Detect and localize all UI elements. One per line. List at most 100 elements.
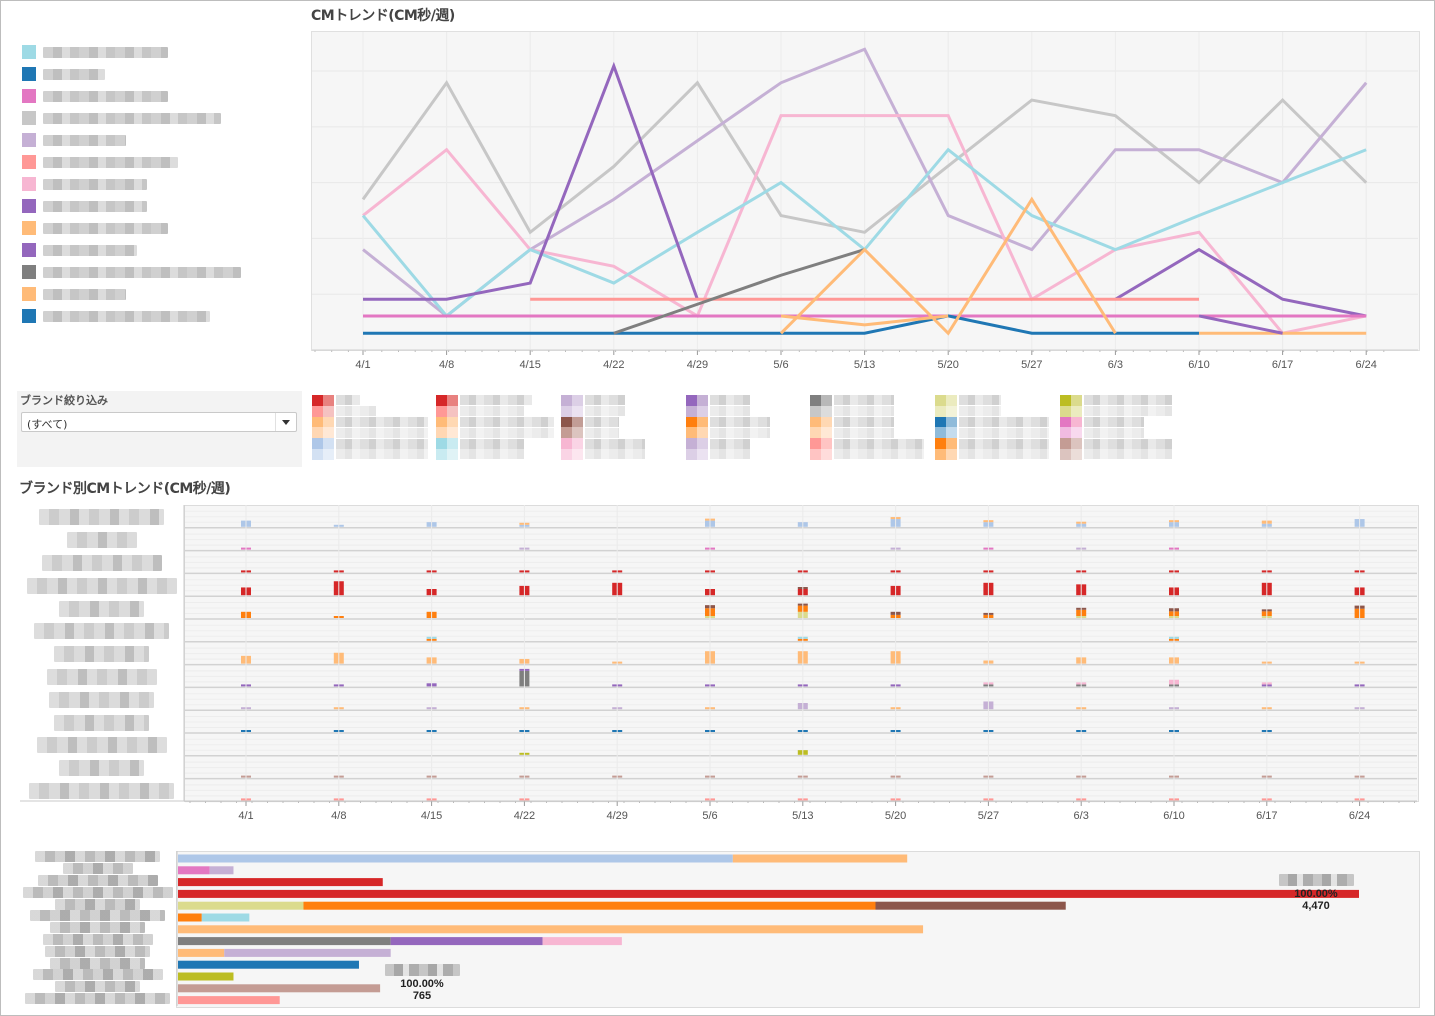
legend-item[interactable] bbox=[22, 195, 262, 217]
total-bar-segment[interactable] bbox=[178, 925, 924, 934]
line-series-light-gray[interactable] bbox=[361, 79, 1368, 235]
line-series-dark-gray[interactable] bbox=[613, 248, 866, 335]
line-series-purple-b[interactable] bbox=[1198, 314, 1283, 335]
brand-legend-item[interactable] bbox=[561, 448, 679, 460]
brand-swatch-light bbox=[1071, 394, 1082, 406]
total-bar-segment[interactable] bbox=[542, 937, 622, 946]
brand-swatch bbox=[686, 448, 697, 460]
brand-legend-item[interactable] bbox=[436, 448, 554, 460]
total-bar-segment[interactable] bbox=[178, 854, 733, 863]
brand-legend-item[interactable] bbox=[1060, 448, 1178, 460]
total-bar-segment[interactable] bbox=[178, 984, 381, 993]
brand-legend-item[interactable] bbox=[810, 405, 928, 417]
brand-legend-item[interactable] bbox=[935, 448, 1053, 460]
brand-filter-label: ブランド絞り込み bbox=[20, 394, 108, 407]
brand-legend-item[interactable] bbox=[686, 416, 804, 428]
brand-swatch bbox=[1060, 438, 1071, 450]
brand-legend-item[interactable] bbox=[686, 448, 804, 460]
brand-legend-item[interactable] bbox=[436, 427, 554, 439]
total-bar-segment[interactable] bbox=[178, 901, 304, 910]
total-bar-segment[interactable] bbox=[875, 901, 1066, 910]
line-series-light-orange-b[interactable] bbox=[780, 314, 949, 327]
brand-legend-item[interactable] bbox=[561, 405, 679, 417]
legend-item[interactable] bbox=[22, 305, 262, 327]
line-series-purple-a[interactable] bbox=[363, 61, 699, 301]
total-bar-segment[interactable] bbox=[224, 948, 391, 957]
brand-label-redacted bbox=[959, 395, 1001, 406]
legend-item[interactable] bbox=[22, 63, 262, 85]
brand-legend-item[interactable] bbox=[312, 448, 430, 460]
brand-legend-item[interactable] bbox=[935, 416, 1053, 428]
total-bar-segment[interactable] bbox=[178, 878, 383, 887]
total-bar-segment[interactable] bbox=[178, 996, 280, 1005]
legend-swatch bbox=[22, 45, 36, 59]
brand-filter-dropdown[interactable]: (すべて) bbox=[21, 412, 297, 432]
legend-item[interactable] bbox=[22, 217, 262, 239]
total-bar-segment[interactable] bbox=[178, 866, 210, 875]
brand-legend-item[interactable] bbox=[436, 394, 554, 406]
brand-legend-item[interactable] bbox=[1060, 394, 1178, 406]
brand-legend-item[interactable] bbox=[935, 405, 1053, 417]
brand-legend-item[interactable] bbox=[561, 416, 679, 428]
brand-legend-item[interactable] bbox=[312, 438, 430, 450]
brand-legend-item[interactable] bbox=[312, 405, 430, 417]
brand-legend-item[interactable] bbox=[810, 394, 928, 406]
brand-label-redacted bbox=[585, 406, 625, 417]
legend-item[interactable] bbox=[22, 107, 262, 129]
total-bar-segment[interactable] bbox=[209, 866, 234, 875]
brand-legend-item[interactable] bbox=[436, 416, 554, 428]
total-bar-segment[interactable] bbox=[201, 913, 250, 922]
legend-item[interactable] bbox=[22, 261, 262, 283]
total-bar-segment[interactable] bbox=[178, 913, 202, 922]
brand-legend-item[interactable] bbox=[935, 438, 1053, 450]
line-series-light-orange-a[interactable] bbox=[779, 196, 1117, 336]
brand-swatch-light bbox=[821, 448, 832, 460]
total-bar-segment[interactable] bbox=[390, 937, 543, 946]
brand-legend-item[interactable] bbox=[561, 438, 679, 450]
brand-swatch bbox=[561, 438, 572, 450]
brand-label-redacted bbox=[834, 406, 894, 417]
brand-legend-item[interactable] bbox=[935, 394, 1053, 406]
brand-legend-item[interactable] bbox=[810, 448, 928, 460]
brand-label-redacted bbox=[585, 395, 625, 406]
legend-item[interactable] bbox=[22, 173, 262, 195]
brand-legend-item[interactable] bbox=[561, 394, 679, 406]
brand-legend-item[interactable] bbox=[312, 416, 430, 428]
brand-legend-item[interactable] bbox=[686, 394, 804, 406]
brand-legend-item[interactable] bbox=[1060, 416, 1178, 428]
brand-legend-item[interactable] bbox=[810, 427, 928, 439]
brand-legend-item[interactable] bbox=[312, 427, 430, 439]
chevron-down-icon[interactable] bbox=[275, 413, 296, 431]
brand-swatch bbox=[810, 448, 821, 460]
brand-legend-item[interactable] bbox=[1060, 438, 1178, 450]
legend-item[interactable] bbox=[22, 129, 262, 151]
total-bar-segment[interactable] bbox=[178, 937, 391, 946]
total-bar-segment[interactable] bbox=[178, 889, 1359, 898]
brand-legend-item[interactable] bbox=[561, 427, 679, 439]
legend-item[interactable] bbox=[22, 85, 262, 107]
brand-legend-item[interactable] bbox=[312, 394, 430, 406]
brand-legend-item[interactable] bbox=[436, 438, 554, 450]
total-bar-segment[interactable] bbox=[303, 901, 876, 910]
brand-legend-item[interactable] bbox=[686, 427, 804, 439]
total-bar-segment[interactable] bbox=[732, 854, 908, 863]
brand-legend-item[interactable] bbox=[686, 405, 804, 417]
brand-legend-column bbox=[436, 394, 554, 460]
total-bar-segment[interactable] bbox=[178, 960, 359, 969]
legend-item[interactable] bbox=[22, 151, 262, 173]
total-bar-segment[interactable] bbox=[178, 972, 234, 981]
brand-legend-item[interactable] bbox=[1060, 427, 1178, 439]
brand-legend-item[interactable] bbox=[686, 438, 804, 450]
brand-legend-item[interactable] bbox=[810, 416, 928, 428]
brand-legend-item[interactable] bbox=[1060, 405, 1178, 417]
brand-swatch bbox=[312, 448, 323, 460]
legend-item[interactable] bbox=[22, 41, 262, 63]
brand-legend-item[interactable] bbox=[436, 405, 554, 417]
total-bar-segment[interactable] bbox=[178, 948, 225, 957]
legend-label-redacted bbox=[43, 288, 126, 300]
brand-legend-item[interactable] bbox=[935, 427, 1053, 439]
legend-item[interactable] bbox=[22, 283, 262, 305]
brand-legend-item[interactable] bbox=[810, 438, 928, 450]
legend-item[interactable] bbox=[22, 239, 262, 261]
line-series-purple-a[interactable] bbox=[1114, 247, 1367, 318]
